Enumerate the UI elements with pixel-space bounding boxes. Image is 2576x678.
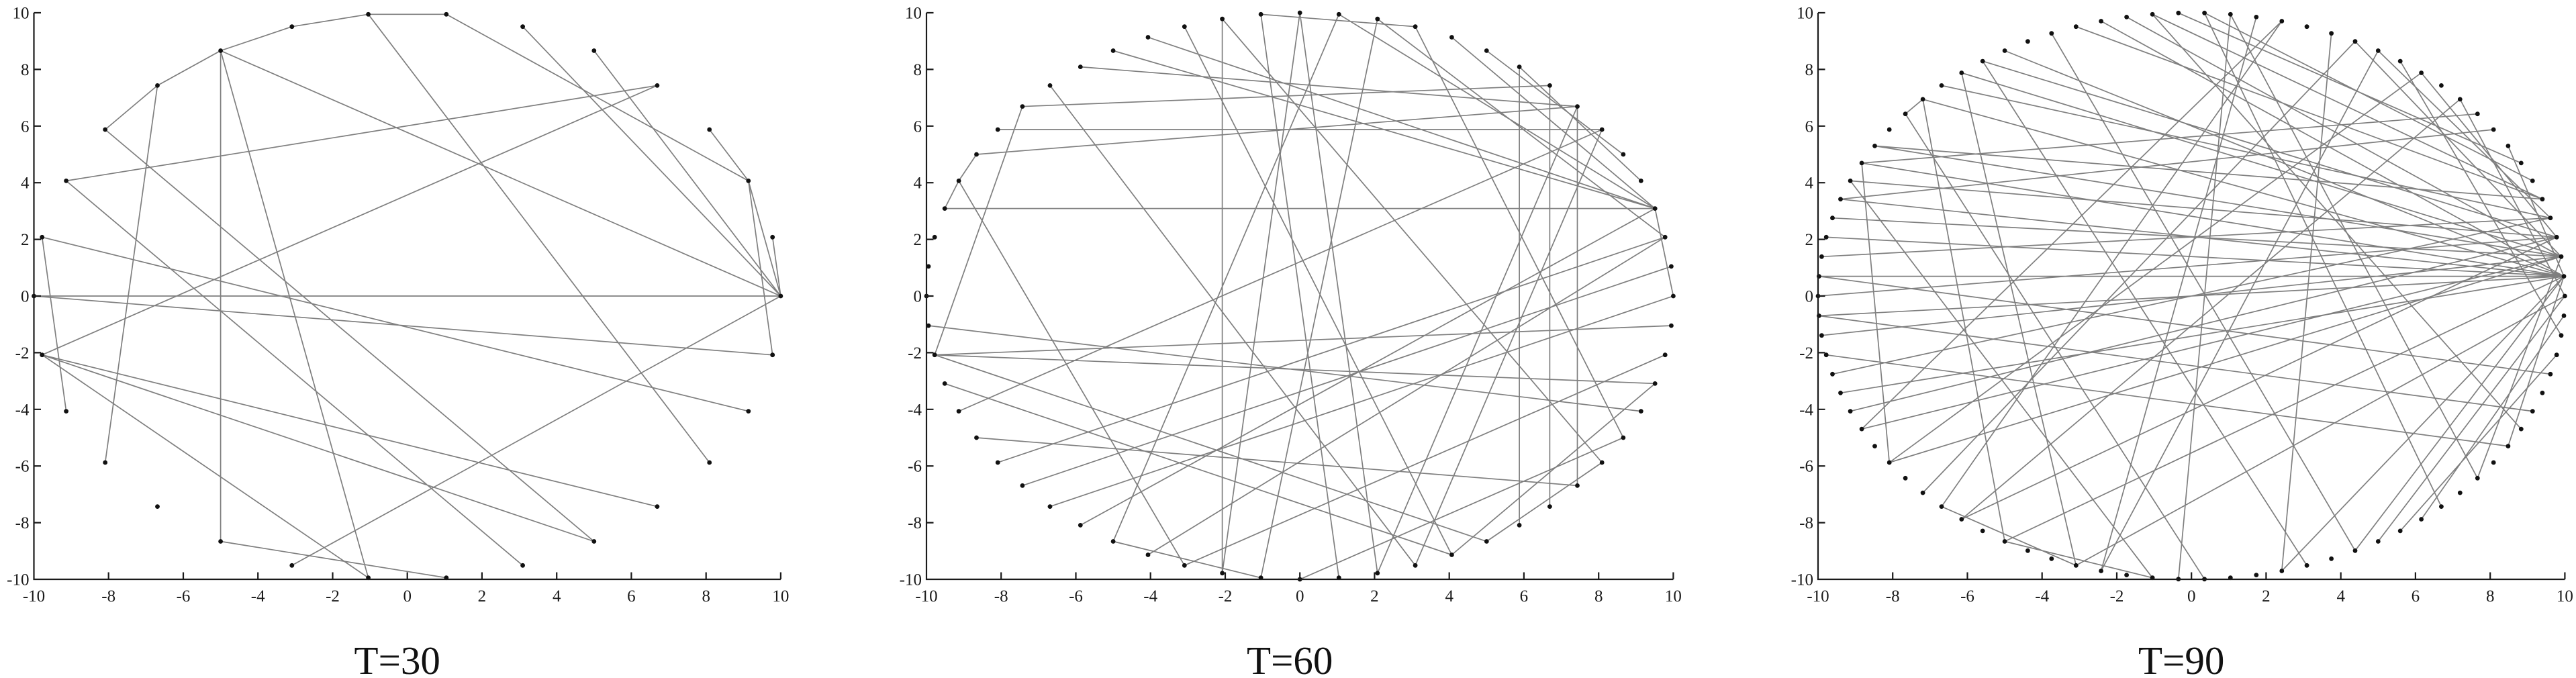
svg-text:8: 8 <box>702 587 710 606</box>
svg-text:-4: -4 <box>2035 587 2049 606</box>
svg-text:4: 4 <box>1445 587 1453 606</box>
svg-text:0: 0 <box>1805 288 1814 306</box>
svg-text:-8: -8 <box>101 587 115 606</box>
svg-text:T=90: T=90 <box>2138 638 2224 675</box>
svg-text:T=30: T=30 <box>354 638 440 675</box>
svg-text:-10: -10 <box>900 571 922 589</box>
svg-text:-2: -2 <box>1799 344 1813 362</box>
svg-text:10: 10 <box>1797 5 1813 23</box>
svg-text:4: 4 <box>2336 587 2345 606</box>
svg-text:-4: -4 <box>251 587 265 606</box>
svg-text:0: 0 <box>403 587 412 606</box>
svg-text:-6: -6 <box>177 587 191 606</box>
svg-text:8: 8 <box>21 61 30 79</box>
svg-text:4: 4 <box>1805 175 1814 193</box>
svg-text:6: 6 <box>1805 117 1814 136</box>
svg-text:4: 4 <box>21 175 30 193</box>
svg-text:-10: -10 <box>7 571 29 589</box>
svg-text:0: 0 <box>914 288 922 306</box>
svg-text:T=60: T=60 <box>1247 638 1333 675</box>
svg-text:-2: -2 <box>908 344 922 362</box>
svg-text:-8: -8 <box>15 514 30 532</box>
svg-text:6: 6 <box>1520 587 1529 606</box>
svg-text:10: 10 <box>905 5 922 23</box>
svg-text:8: 8 <box>2486 587 2495 606</box>
svg-text:0: 0 <box>2187 587 2196 606</box>
svg-text:8: 8 <box>1805 61 1814 79</box>
svg-text:0: 0 <box>1296 587 1304 606</box>
svg-text:10: 10 <box>772 587 789 606</box>
svg-text:-6: -6 <box>15 458 30 476</box>
svg-text:-4: -4 <box>15 401 30 419</box>
svg-text:2: 2 <box>914 231 922 249</box>
svg-text:-6: -6 <box>1960 587 1974 606</box>
svg-text:2: 2 <box>478 587 487 606</box>
svg-text:-2: -2 <box>15 344 30 362</box>
svg-text:2: 2 <box>21 231 30 249</box>
svg-text:-4: -4 <box>1799 401 1813 419</box>
svg-text:6: 6 <box>627 587 636 606</box>
svg-text:-8: -8 <box>994 587 1008 606</box>
svg-text:-10: -10 <box>915 587 937 606</box>
svg-text:-2: -2 <box>1219 587 1233 606</box>
svg-text:4: 4 <box>914 175 922 193</box>
svg-text:-10: -10 <box>1791 571 1813 589</box>
svg-text:8: 8 <box>914 61 922 79</box>
svg-text:-4: -4 <box>908 401 922 419</box>
svg-text:-2: -2 <box>326 587 340 606</box>
svg-text:-4: -4 <box>1143 587 1157 606</box>
svg-text:2: 2 <box>1370 587 1379 606</box>
svg-text:6: 6 <box>914 117 922 136</box>
svg-text:-6: -6 <box>1799 458 1813 476</box>
svg-text:-10: -10 <box>23 587 45 606</box>
svg-text:-8: -8 <box>1799 514 1813 532</box>
svg-text:-6: -6 <box>908 458 922 476</box>
svg-text:6: 6 <box>21 117 30 136</box>
svg-text:2: 2 <box>1805 231 1814 249</box>
svg-text:10: 10 <box>1665 587 1682 606</box>
svg-text:-8: -8 <box>908 514 922 532</box>
svg-text:6: 6 <box>2412 587 2420 606</box>
svg-text:8: 8 <box>1594 587 1603 606</box>
svg-text:-10: -10 <box>1807 587 1829 606</box>
svg-text:2: 2 <box>2262 587 2271 606</box>
svg-text:10: 10 <box>13 5 30 23</box>
svg-text:10: 10 <box>2557 587 2573 606</box>
svg-text:-2: -2 <box>2110 587 2124 606</box>
svg-text:-8: -8 <box>1886 587 1900 606</box>
svg-text:0: 0 <box>21 288 30 306</box>
svg-text:-6: -6 <box>1069 587 1083 606</box>
svg-text:4: 4 <box>553 587 561 606</box>
